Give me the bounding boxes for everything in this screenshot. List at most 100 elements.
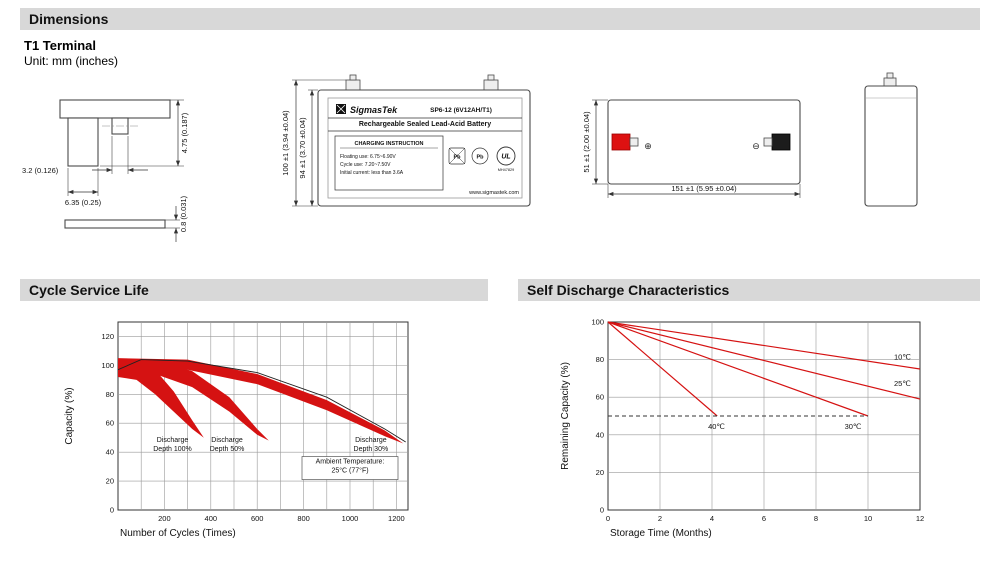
battery-front-view: SigmasTek SP6-12 (6V12AH/T1) Rechargeabl… xyxy=(281,74,531,207)
pb-label-1: Pb xyxy=(453,155,461,161)
self-discharge-chart: 10℃ 25℃ 30℃ 40℃ 0 2 4 6 8 10 12 0 20 40 60 80 100 Storage… xyxy=(560,318,924,540)
band-dod-30 xyxy=(118,358,404,444)
x-tick-label: 0 xyxy=(606,514,610,523)
terminal-type-label: T1 Terminal xyxy=(24,38,97,53)
section-title-self-discharge: Self Discharge Characteristics xyxy=(527,282,730,298)
dim-text-side-height: 51 ±1 (2.00 ±0.04) xyxy=(582,111,591,173)
series-label-temp-30c: 30℃ xyxy=(845,422,862,431)
x-tick-label: 800 xyxy=(297,514,310,523)
x-tick-label: 1000 xyxy=(342,514,359,523)
end-terminal-post xyxy=(883,77,897,87)
positive-terminal-tab xyxy=(629,137,639,147)
x-tick-label: 12 xyxy=(916,514,924,523)
y-tick-label: 0 xyxy=(600,506,604,515)
y-tick-label: 60 xyxy=(596,393,604,402)
band-dod-100 xyxy=(118,361,204,438)
annotation-text: Depth 100% xyxy=(153,446,192,453)
series-label-temp-10c: 10℃ xyxy=(894,353,911,362)
ul-mark-icon xyxy=(496,146,516,166)
x-tick-label: 2 xyxy=(658,514,662,523)
x-tick-label: 400 xyxy=(205,514,218,523)
dim-text-total-height: 100 ±1 (3.94 ±0.04) xyxy=(281,110,290,176)
terminal-leg xyxy=(67,117,99,167)
dim-text-terminal-slot: 3.2 (0.126) xyxy=(22,166,59,175)
negative-symbol: ⊖ xyxy=(752,141,760,151)
charging-title: CHARGING INSTRUCTION xyxy=(354,141,423,147)
y-tick-label: 120 xyxy=(101,332,114,341)
logo-cross-mark xyxy=(336,104,346,114)
ul-text: UL xyxy=(501,154,510,161)
dim-text-case-height: 94 ±1 (3.70 ±0.04) xyxy=(298,117,307,179)
terminal-blade-side xyxy=(64,219,166,229)
y-tick-label: 40 xyxy=(106,448,114,457)
annotation-text: Discharge xyxy=(211,437,243,444)
series-temp-10c xyxy=(607,321,921,370)
model-number: SP6-12 (6V12AH/T1) xyxy=(430,107,492,114)
x-tick-label: 200 xyxy=(158,514,171,523)
y-tick-label: 20 xyxy=(596,468,604,477)
terminal-plate xyxy=(59,99,171,119)
terminal-tip-right xyxy=(487,74,495,81)
x-tick-label: 10 xyxy=(864,514,872,523)
battery-subtitle: Rechargeable Sealed Lead-Acid Battery xyxy=(359,121,491,128)
terminal-detail-view: 4.75 (0.187) 3.2 (0.126) 6.35 (0.25) 0.8… xyxy=(22,99,189,242)
x-axis-label: Number of Cycles (Times) xyxy=(120,528,236,539)
y-axis-label: Capacity (%) xyxy=(64,387,75,444)
negative-terminal-tab xyxy=(763,137,773,147)
section-title-cycle-life: Cycle Service Life xyxy=(29,282,149,298)
section-header-self-discharge: Self Discharge Characteristics xyxy=(518,279,980,301)
terminal-tip-left xyxy=(349,74,357,81)
charging-line-3: Initial current: less than 3.6A xyxy=(340,170,404,176)
x-tick-label: 8 xyxy=(814,514,818,523)
y-tick-label: 80 xyxy=(596,355,604,364)
positive-terminal-red xyxy=(611,133,631,151)
band-dod-50 xyxy=(118,359,269,441)
y-tick-label: 100 xyxy=(101,361,114,370)
pb-cross-mark xyxy=(448,147,466,165)
annotation-text: Depth 50% xyxy=(210,446,245,453)
cycle-service-life-chart: 200 400 600 800 1000 1200 0 20 40 60 80 100 120 Numbe… xyxy=(64,321,409,539)
y-tick-label: 60 xyxy=(106,419,114,428)
charging-line-1: Floating use: 6.75~6.90V xyxy=(340,154,396,160)
series-temp-30c xyxy=(607,321,869,417)
terminal-post-right xyxy=(483,79,499,91)
x-tick-label: 4 xyxy=(710,514,714,523)
x-tick-label: 6 xyxy=(762,514,766,523)
y-axis-label: Remaining Capacity (%) xyxy=(560,362,571,470)
charging-instruction-box xyxy=(334,135,444,191)
dim-text-terminal-tab: 6.35 (0.25) xyxy=(65,198,102,207)
annotation-box xyxy=(301,456,399,480)
pb-bin-icon xyxy=(448,147,466,165)
series-temp-40c xyxy=(607,321,718,417)
section-header-dimensions: Dimensions xyxy=(20,8,980,30)
dimension-drawings: 4.75 (0.187) 3.2 (0.126) 6.35 (0.25) 0.8… xyxy=(22,72,918,242)
negative-terminal-black xyxy=(771,133,791,151)
annotation-text: Discharge xyxy=(157,437,189,444)
annotation-text: Depth 30% xyxy=(354,446,389,453)
annotation-text: Ambient Temperature: xyxy=(316,459,385,466)
series-envelope xyxy=(117,359,406,443)
y-tick-label: 20 xyxy=(106,477,114,486)
y-tick-label: 100 xyxy=(591,318,604,327)
end-terminal-tip xyxy=(886,72,894,79)
x-axis-label: Storage Time (Months) xyxy=(610,528,712,539)
x-tick-label: 600 xyxy=(251,514,264,523)
positive-symbol: ⊕ xyxy=(644,141,652,151)
dim-text-terminal-height: 4.75 (0.187) xyxy=(180,112,189,153)
battery-case-side xyxy=(607,99,801,185)
battery-end-view xyxy=(864,72,918,207)
series-label-temp-25c: 25℃ xyxy=(894,379,911,388)
annotation-text: Discharge xyxy=(355,437,387,444)
brand-name: SigmasTek xyxy=(350,105,398,115)
dim-text-terminal-thickness: 0.8 (0.031) xyxy=(179,195,188,232)
y-tick-label: 0 xyxy=(110,506,114,515)
x-tick-label: 1200 xyxy=(388,514,405,523)
charging-line-2: Cycle use: 7.20~7.50V xyxy=(340,162,391,168)
y-tick-label: 80 xyxy=(106,390,114,399)
section-title-dimensions: Dimensions xyxy=(29,11,109,27)
battery-case-end xyxy=(864,85,918,207)
annotation-text: 25°C (77°F) xyxy=(331,467,368,475)
plot-area xyxy=(117,321,409,511)
battery-side-view: ⊕ ⊖ 51 ±1 (2.00 ±0.04) 151 ±1 (5.95 ±0.0… xyxy=(582,99,801,198)
